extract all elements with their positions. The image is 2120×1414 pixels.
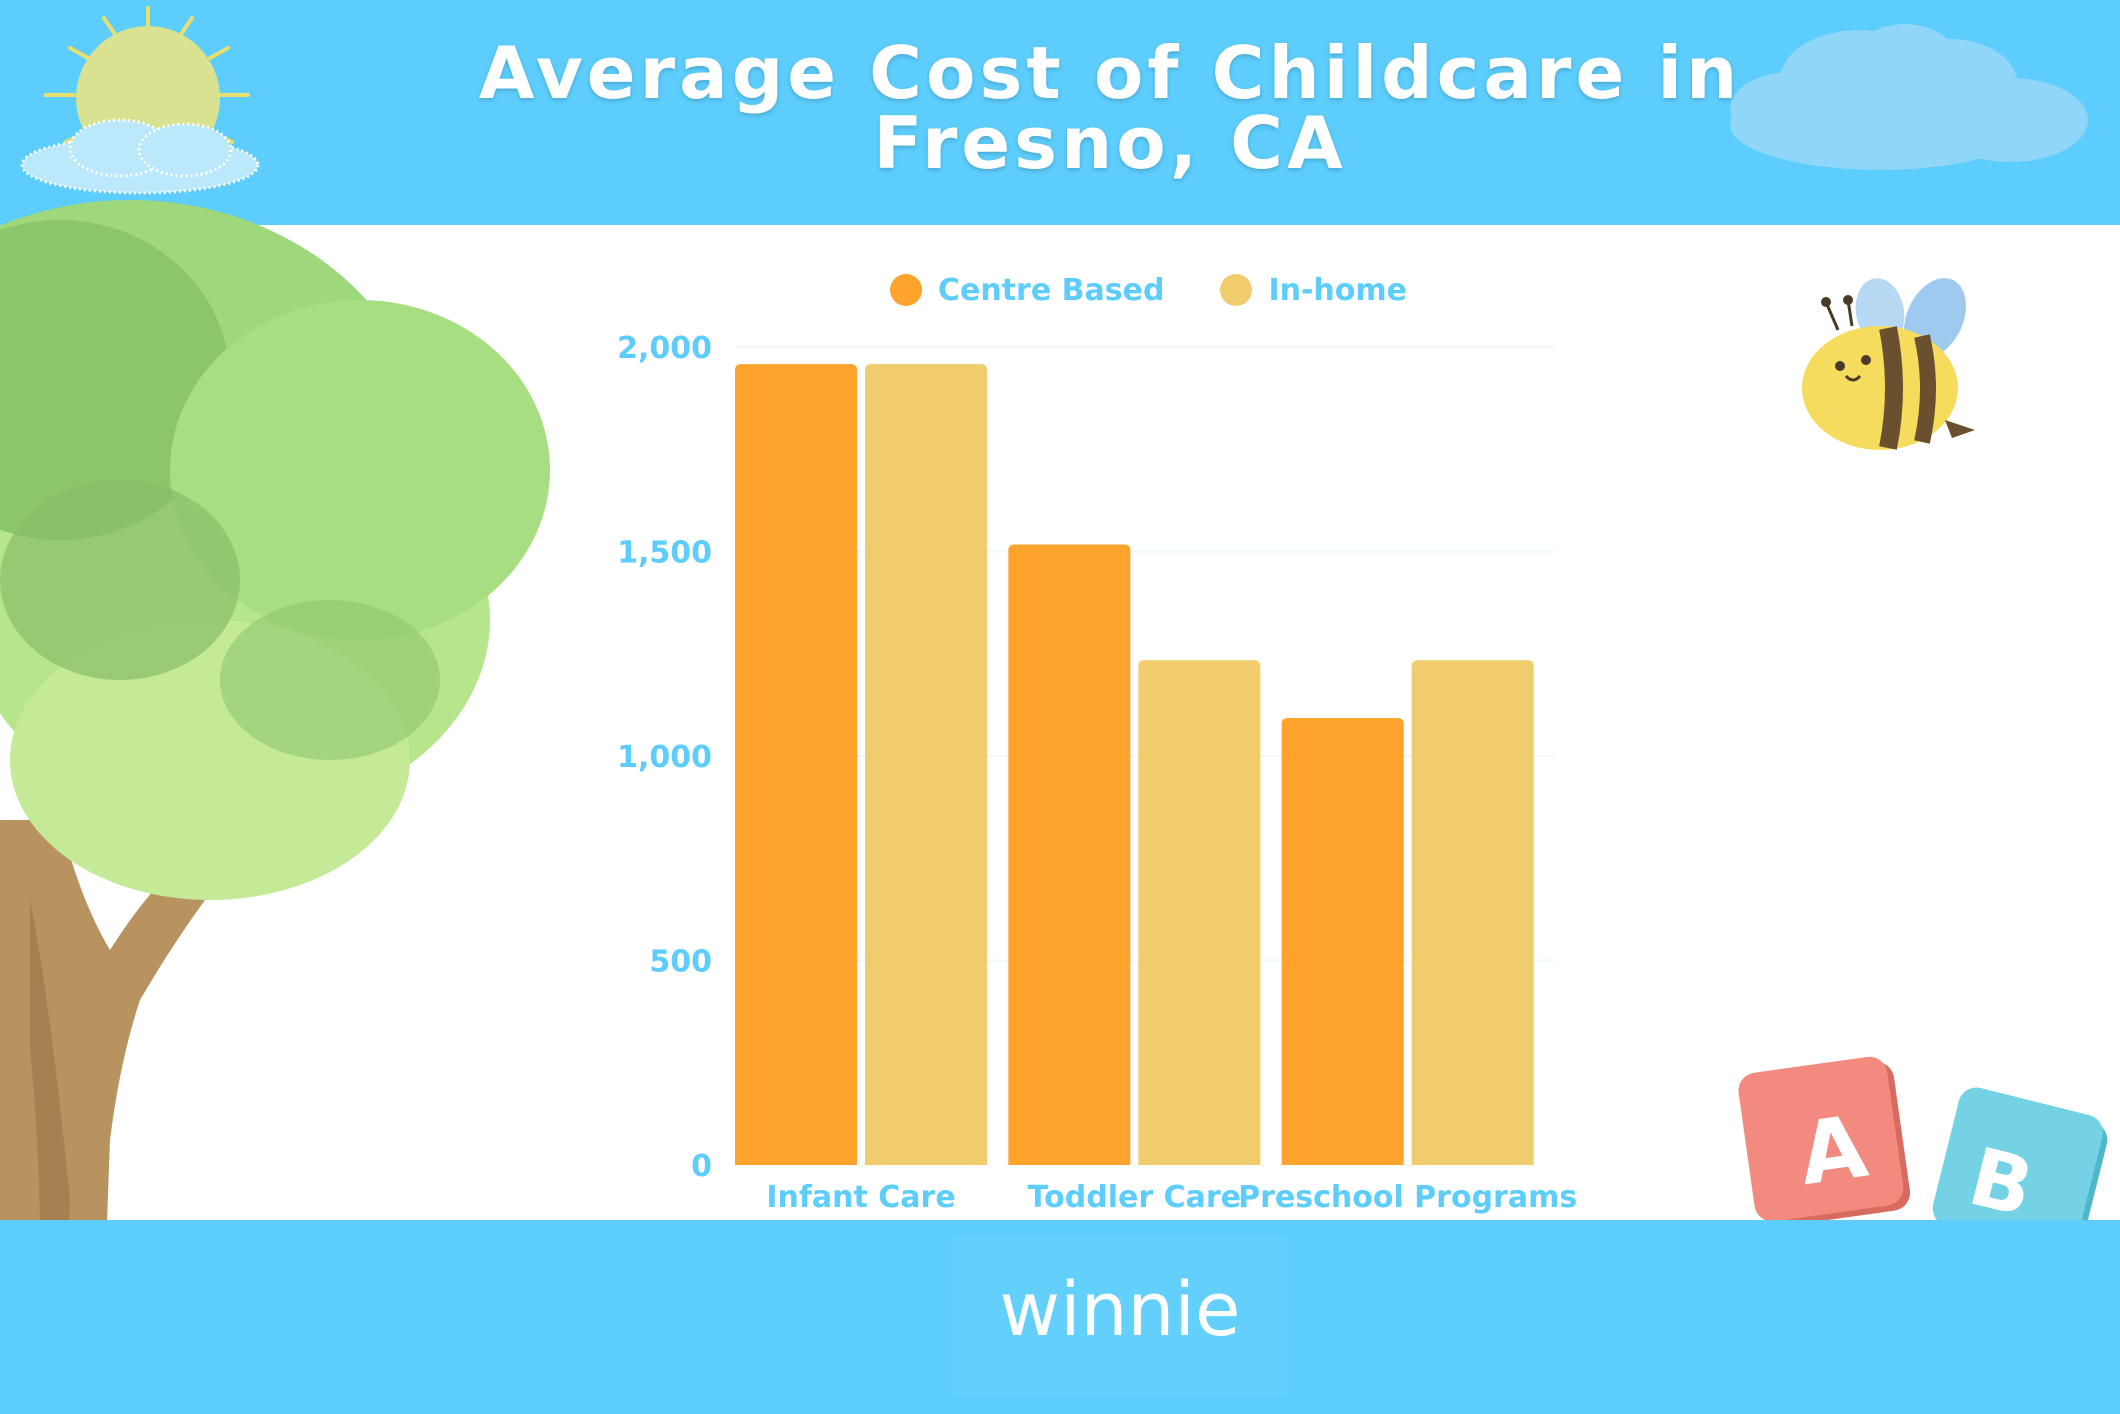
- bar-centre-based-toddler-care: [1008, 544, 1131, 1165]
- bee-icon: [1802, 278, 1975, 450]
- y-tick-label: 500: [649, 945, 712, 980]
- bar-in-home-toddler-care: [1138, 660, 1261, 1165]
- x-tick-label: Infant Care: [766, 1180, 955, 1215]
- legend-swatch-in-home: [1220, 274, 1253, 306]
- x-tick-label: Preschool Programs: [1238, 1180, 1577, 1215]
- title-line-1: Average Cost of Childcare in: [478, 31, 1742, 115]
- x-tick-label: Toddler Care: [1028, 1180, 1241, 1215]
- page-title: Average Cost of Childcare in Fresno, CA: [330, 31, 1890, 185]
- title-line-2: Fresno, CA: [873, 101, 1347, 185]
- bar-in-home-preschool-programs: [1411, 660, 1534, 1165]
- legend-label-in-home: In-home: [1268, 272, 1407, 308]
- y-tick-label: 0: [691, 1149, 712, 1184]
- cloud-icon: [20, 118, 260, 195]
- svg-text:A: A: [1793, 1097, 1873, 1205]
- y-tick-label: 1,000: [617, 740, 712, 775]
- tree-illustration: [0, 200, 550, 1414]
- bar-centre-based-preschool-programs: [1281, 717, 1404, 1165]
- chart-legend: Centre Based In-home: [890, 270, 1407, 310]
- cloud-icon: [1730, 24, 2088, 170]
- brand-logo: winnie: [999, 1267, 1241, 1353]
- y-tick-label: 1,500: [617, 536, 712, 571]
- legend-label-centre-based: Centre Based: [938, 272, 1165, 308]
- bar-in-home-infant-care: [865, 364, 987, 1166]
- bar-centre-based-infant-care: [735, 364, 857, 1166]
- y-tick-label: 2,000: [617, 331, 712, 366]
- brand-badge: [952, 1236, 1288, 1396]
- legend-swatch-centre-based: [890, 274, 922, 306]
- legend-item-centre-based: Centre Based: [890, 273, 1164, 308]
- legend-item-in-home: In-home: [1220, 273, 1407, 308]
